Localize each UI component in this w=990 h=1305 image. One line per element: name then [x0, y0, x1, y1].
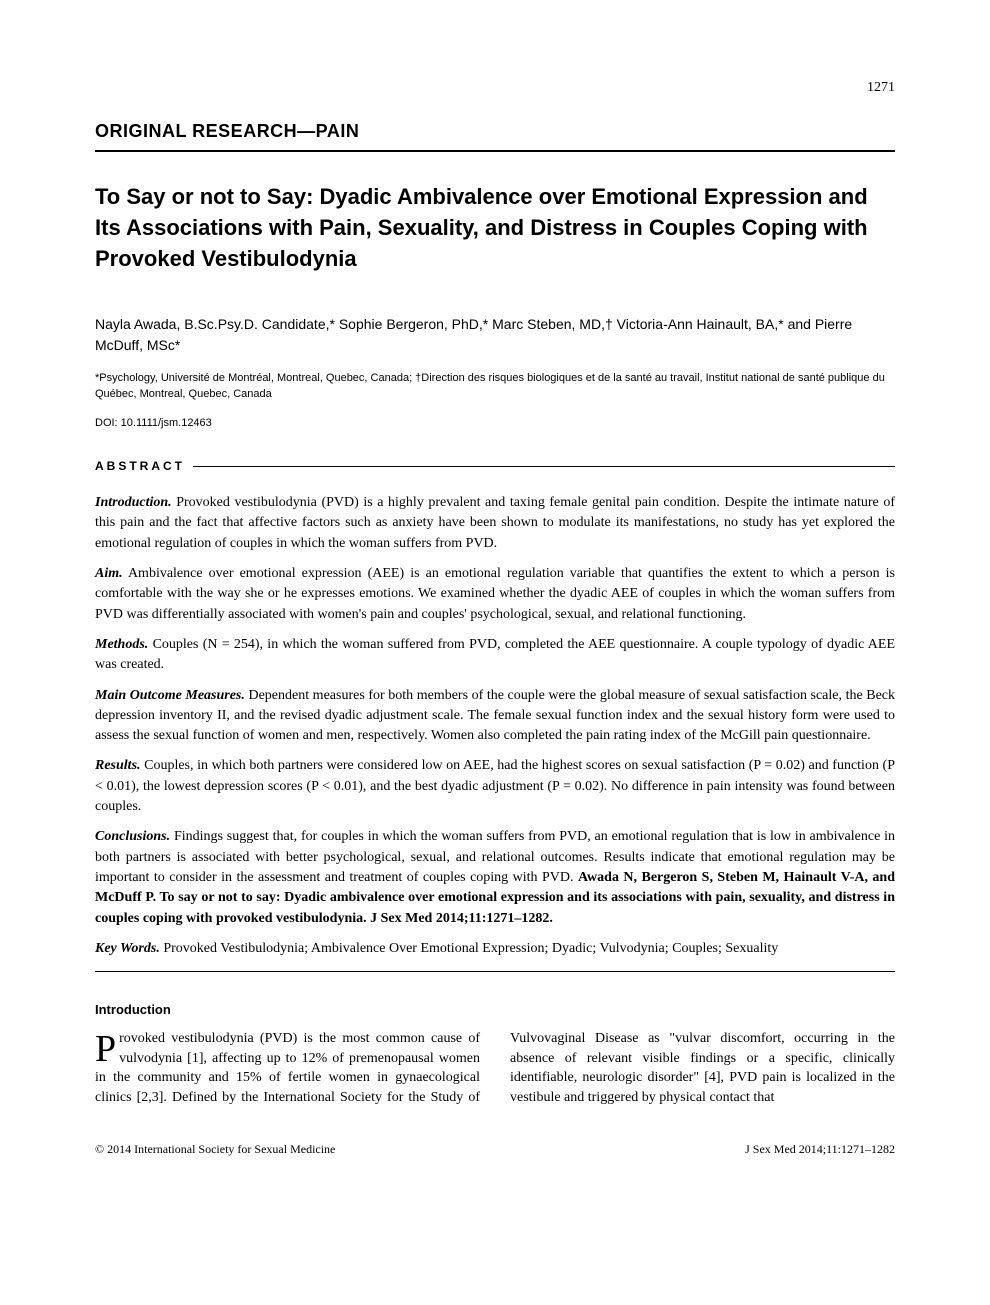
article-title: To Say or not to Say: Dyadic Ambivalence…	[95, 182, 895, 274]
abstract-methods: Methods. Couples (N = 254), in which the…	[95, 635, 895, 676]
keywords: Key Words. Provoked Vestibulodynia; Ambi…	[95, 939, 895, 959]
abstract-label: ABSTRACT	[95, 459, 193, 473]
abstract-introduction: Introduction. Provoked vestibulodynia (P…	[95, 493, 895, 554]
keywords-label: Key Words.	[95, 941, 160, 956]
divider-top	[95, 150, 895, 152]
footer-copyright: © 2014 International Society for Sexual …	[95, 1142, 335, 1157]
abstract-methods-text: Couples (N = 254), in which the woman su…	[95, 637, 895, 672]
footer-journal-ref: J Sex Med 2014;11:1271–1282	[745, 1142, 895, 1157]
abstract-main-outcome: Main Outcome Measures. Dependent measure…	[95, 686, 895, 747]
abstract-aim: Aim. Ambivalence over emotional expressi…	[95, 564, 895, 625]
abstract-intro-text: Provoked vestibulodynia (PVD) is a highl…	[95, 495, 895, 551]
page-footer: © 2014 International Society for Sexual …	[95, 1142, 895, 1157]
abstract-results: Results. Couples, in which both partners…	[95, 756, 895, 817]
affiliations: *Psychology, Université de Montréal, Mon…	[95, 371, 895, 402]
abstract-header-line	[193, 466, 895, 467]
abstract-conclusions-label: Conclusions.	[95, 829, 170, 844]
abstract-conclusions: Conclusions. Findings suggest that, for …	[95, 827, 895, 928]
abstract-results-text: Couples, in which both partners were con…	[95, 758, 895, 814]
abstract-results-label: Results.	[95, 758, 141, 773]
abstract-intro-label: Introduction.	[95, 495, 172, 510]
introduction-body: Provoked vestibulodynia (PVD) is the mos…	[95, 1029, 895, 1107]
abstract-header-row: ABSTRACT	[95, 459, 895, 473]
abstract-aim-text: Ambivalence over emotional expression (A…	[95, 566, 895, 622]
section-header: ORIGINAL RESEARCH—PAIN	[95, 121, 895, 142]
introduction-header: Introduction	[95, 1002, 895, 1017]
keywords-text: Provoked Vestibulodynia; Ambivalence Ove…	[163, 941, 778, 956]
divider-bottom	[95, 971, 895, 972]
introduction-text: rovoked vestibulodynia (PVD) is the most…	[95, 1031, 895, 1105]
introduction-section: Introduction Provoked vestibulodynia (PV…	[95, 1002, 895, 1107]
abstract-methods-label: Methods.	[95, 637, 148, 652]
dropcap: P	[95, 1029, 119, 1065]
abstract-outcome-label: Main Outcome Measures.	[95, 688, 245, 703]
authors-list: Nayla Awada, B.Sc.Psy.D. Candidate,* Sop…	[95, 314, 895, 356]
doi: DOI: 10.1111/jsm.12463	[95, 417, 895, 429]
abstract-aim-label: Aim.	[95, 566, 123, 581]
page-number: 1271	[95, 80, 895, 96]
